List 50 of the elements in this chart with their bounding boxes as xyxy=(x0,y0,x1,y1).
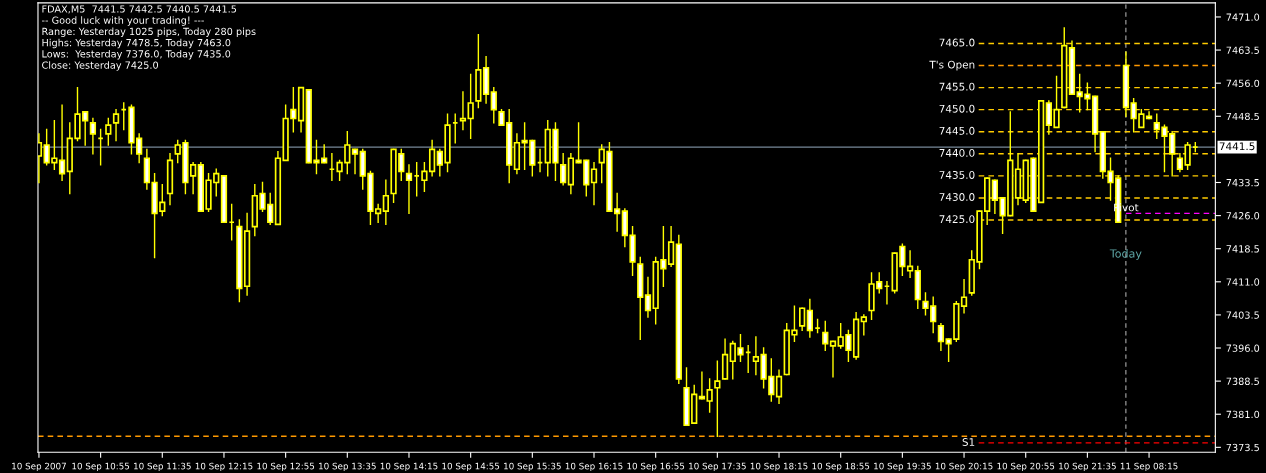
y-tick-label: 7471.0 xyxy=(1226,13,1260,21)
x-tick-label: 10 Sep 17:35 xyxy=(689,462,746,472)
annotation: Today xyxy=(1109,249,1142,260)
y-tick-label: 7411.0 xyxy=(1226,278,1260,286)
x-tick-label: 10 Sep 21:35 xyxy=(1059,462,1116,472)
annotation: Range: Yesterday 1025 pips, Today 280 pips xyxy=(42,27,256,37)
annotation: Close: Yesterday 7425.0 xyxy=(42,61,159,71)
y-tick-label: 7403.5 xyxy=(1226,311,1259,319)
x-tick-label: 10 Sep 13:35 xyxy=(319,462,376,472)
y-tick-label: 7388.5 xyxy=(1226,377,1259,385)
y-tick-label: 7373.5 xyxy=(1226,443,1259,452)
x-tick-label: 10 Sep 14:15 xyxy=(380,462,438,472)
ref-line-label: 7465.0 xyxy=(939,38,975,47)
x-tick-label: 10 Sep 15:35 xyxy=(504,462,561,472)
ref-line-label: 7445.0 xyxy=(939,126,975,135)
chart-title: FDAX,M5 7441.5 7442.5 7440.5 7441.5 xyxy=(42,5,237,14)
x-tick-label: 10 Sep 20:15 xyxy=(935,462,993,472)
annotation: Lows: Yesterday 7376.0, Today 7435.0 xyxy=(42,50,231,60)
x-tick-label: 10 Sep 10:55 xyxy=(72,462,130,472)
y-tick-label: 7396.0 xyxy=(1226,344,1260,352)
annotation: Highs: Yesterday 7478.5, Today 7463.0 xyxy=(42,38,231,49)
x-tick-label: 10 Sep 20:55 xyxy=(997,462,1055,472)
x-tick-label: 10 Sep 18:55 xyxy=(812,462,870,472)
annotation: -- Good luck with your trading! --- xyxy=(41,16,204,26)
ref-line-label: 7425.0 xyxy=(939,215,975,224)
y-tick-label: 7426.0 xyxy=(1226,212,1260,220)
ref-line-label: 7430.0 xyxy=(939,193,975,201)
x-tick-label: 10 Sep 2007 xyxy=(12,462,66,472)
ref-line-label: 7435.0 xyxy=(939,171,975,179)
x-tick-label: 10 Sep 19:35 xyxy=(874,462,931,472)
ref-line-label: 7440.0 xyxy=(939,148,975,157)
x-tick-label: 10 Sep 16:15 xyxy=(565,462,623,472)
x-tick-label: 10 Sep 16:55 xyxy=(627,462,685,472)
ref-line-label: 7455.0 xyxy=(939,82,975,91)
y-tick-label: 7463.5 xyxy=(1226,46,1259,54)
y-tick-label: 7418.5 xyxy=(1226,245,1259,253)
x-tick-label: 11 Sep 08:15 xyxy=(1120,462,1178,472)
y-tick-label: 7381.0 xyxy=(1226,410,1260,419)
y-tick-label: 7456.0 xyxy=(1226,79,1260,88)
x-tick-label: 10 Sep 18:15 xyxy=(750,462,808,472)
x-tick-label: 10 Sep 11:35 xyxy=(134,462,191,472)
ref-line-label: T's Open xyxy=(929,60,975,71)
y-tick-label: 7448.5 xyxy=(1226,112,1259,121)
ref-line-label: 7450.0 xyxy=(939,104,975,113)
x-tick-label: 10 Sep 12:15 xyxy=(195,462,253,472)
ref-line-label: S1 xyxy=(962,438,975,446)
y-tick-label: 7433.5 xyxy=(1226,178,1259,187)
ref-line-label: 7441.5 xyxy=(1219,142,1255,151)
x-tick-label: 10 Sep 12:55 xyxy=(257,462,315,472)
x-tick-label: 10 Sep 14:55 xyxy=(442,462,500,472)
